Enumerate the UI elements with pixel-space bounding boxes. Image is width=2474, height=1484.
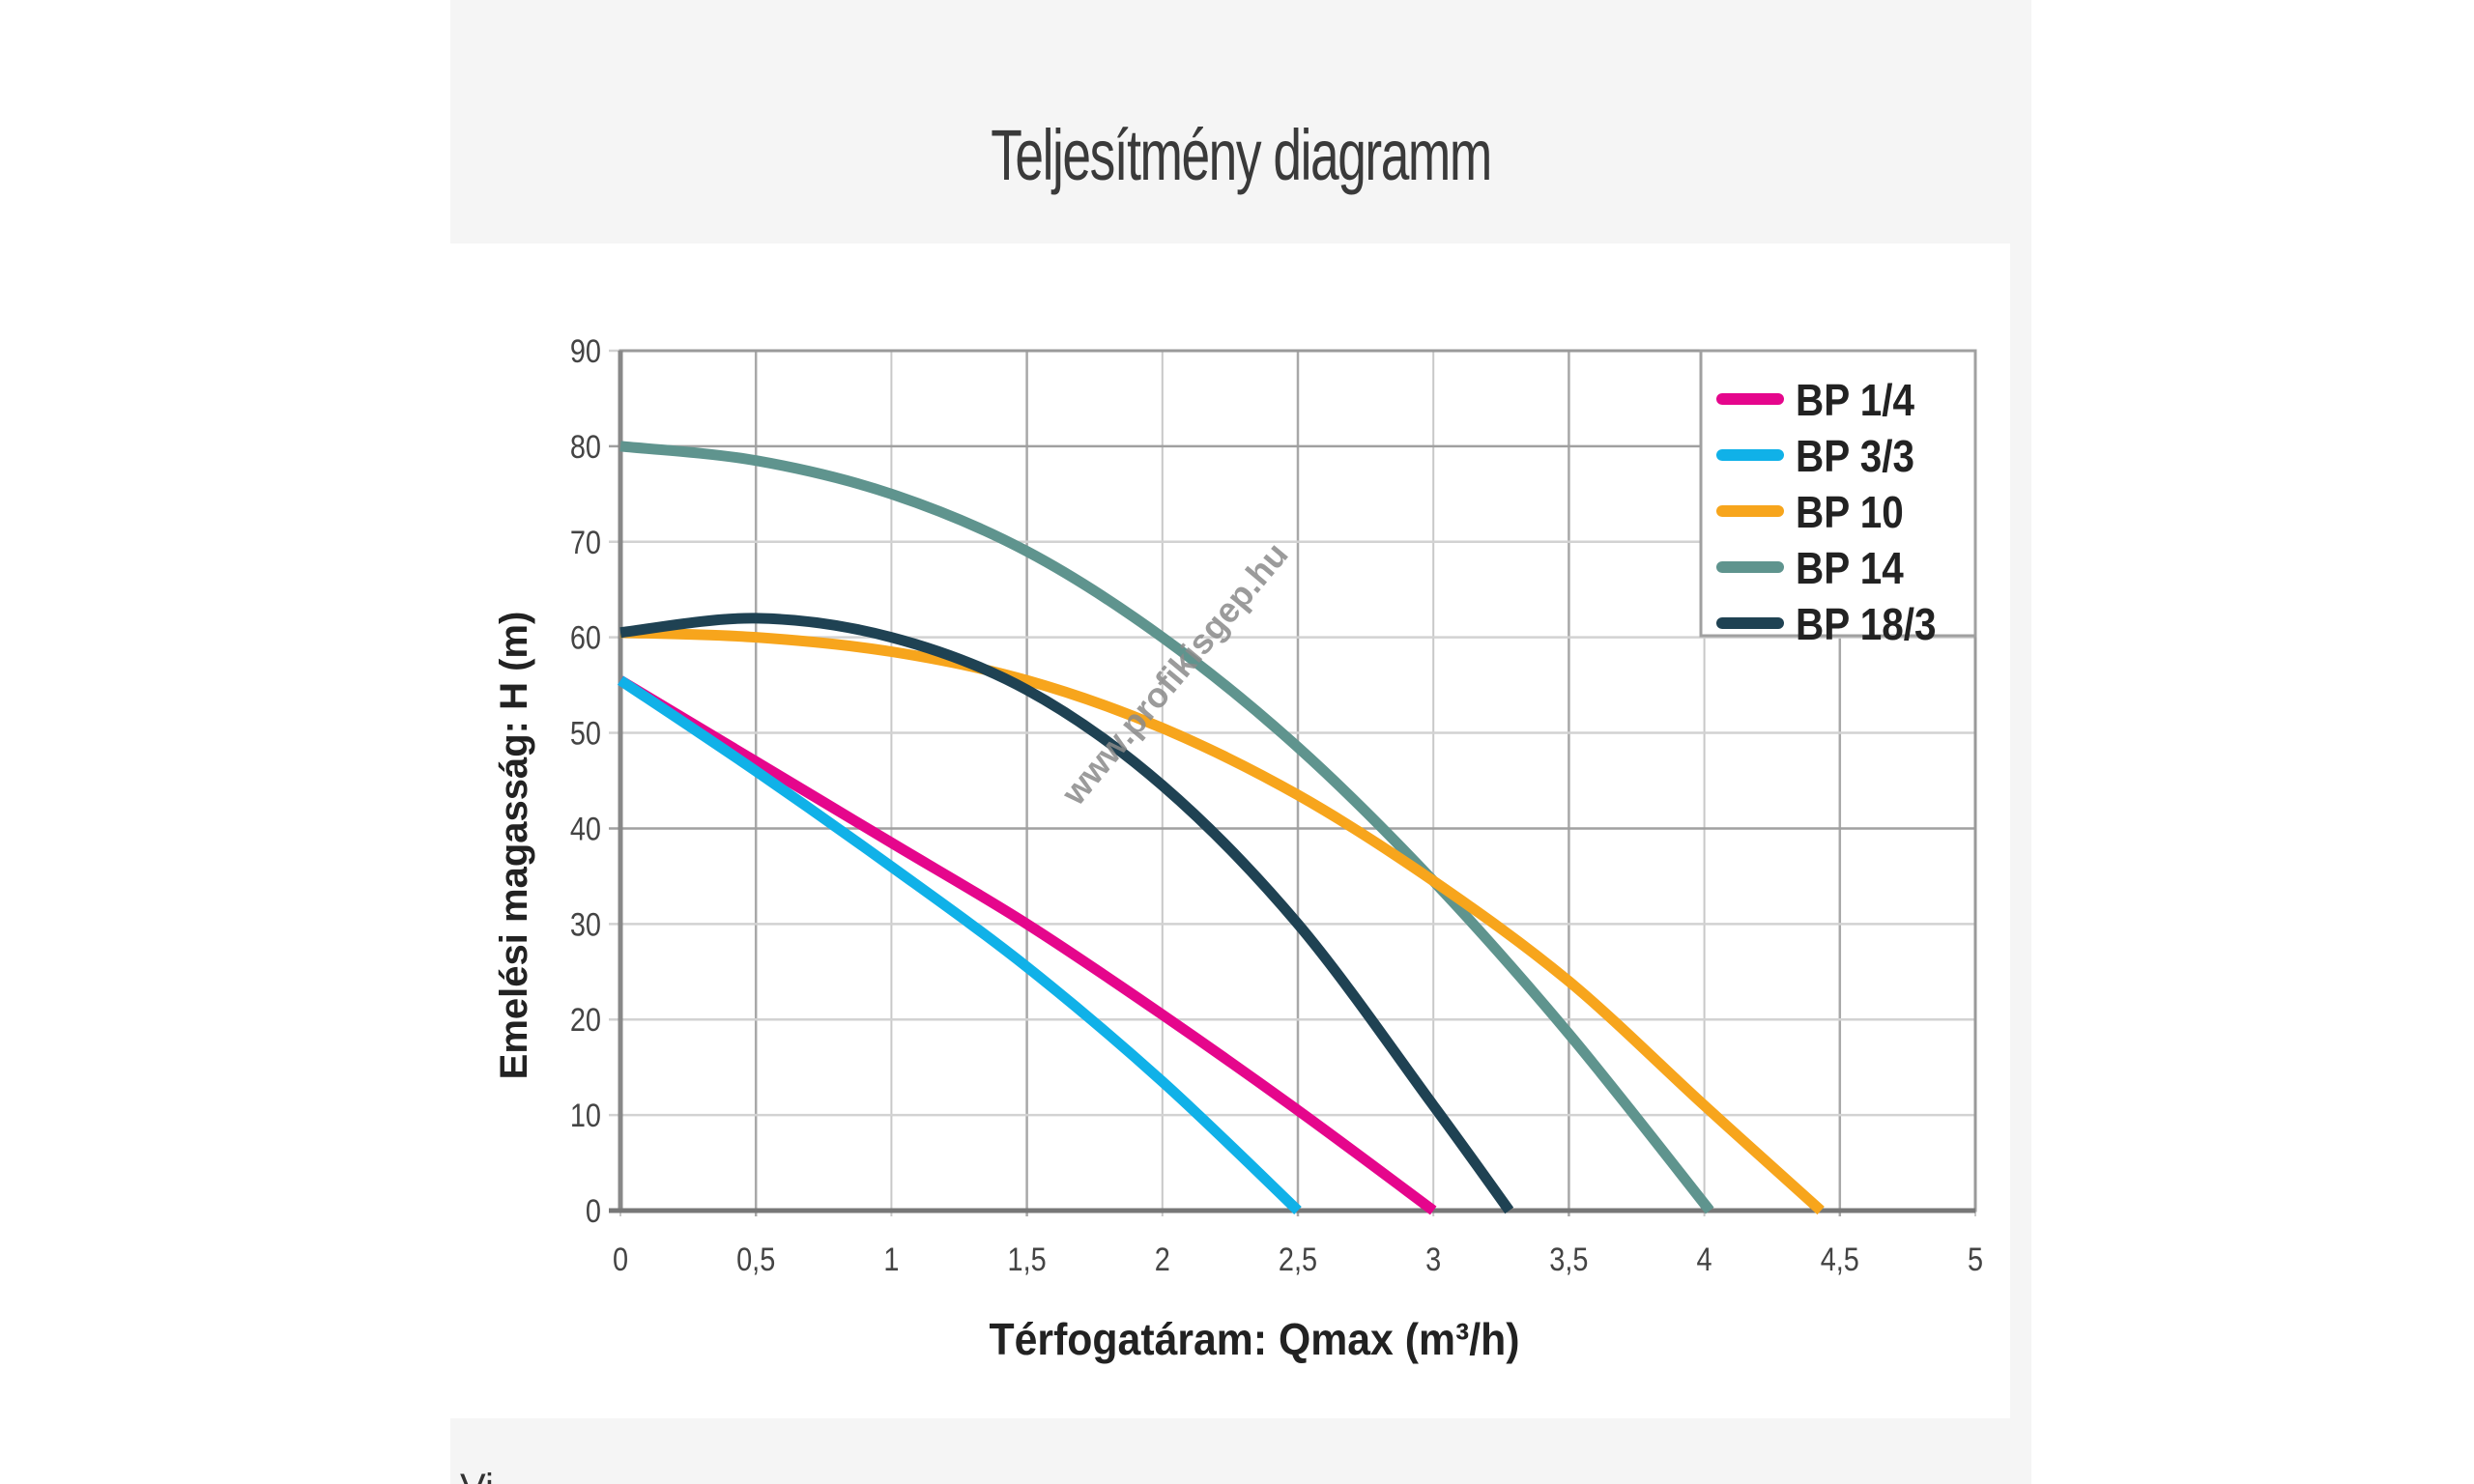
x-tick-label: 5 — [1968, 1241, 1983, 1278]
series-line-bp-10 — [619, 627, 1825, 1215]
y-tick-label: 30 — [570, 905, 601, 943]
x-tick-label: 4 — [1697, 1241, 1712, 1278]
y-tick-label: 0 — [586, 1192, 601, 1230]
y-tick-label: 90 — [570, 332, 601, 370]
legend-label: BP 1/4 — [1796, 377, 1914, 426]
x-tick-label: 0 — [613, 1241, 628, 1278]
series-line-bp-18-3 — [619, 613, 1514, 1214]
section-header-band — [450, 0, 2031, 243]
y-tick-label: 80 — [570, 428, 601, 466]
x-axis-label: Térfogatáram: Qmax (m³/h) — [990, 1316, 1520, 1365]
next-section-title-partial: Vi... — [460, 1469, 526, 1484]
x-tick-label: 3,5 — [1549, 1241, 1588, 1278]
legend-label: BP 14 — [1796, 545, 1904, 594]
series-line-bp-3-3 — [617, 675, 1302, 1214]
series-line-bp-14 — [619, 441, 1714, 1214]
y-tick-label: 20 — [570, 1001, 601, 1039]
legend-label: BP 18/3 — [1796, 601, 1936, 650]
series-line-bp-1-4 — [618, 675, 1437, 1215]
y-tick-label: 60 — [570, 618, 601, 656]
x-tick-label: 2,5 — [1279, 1241, 1317, 1278]
x-tick-label: 2 — [1155, 1241, 1170, 1278]
panel-edge — [2010, 243, 2031, 1418]
chart-series — [617, 441, 1825, 1215]
y-tick-label: 10 — [570, 1097, 601, 1134]
y-axis-label: Emelési magasság: H (m) — [493, 612, 535, 1080]
y-tick-label: 40 — [570, 810, 601, 847]
y-tick-label: 50 — [570, 714, 601, 752]
x-tick-label: 1,5 — [1008, 1241, 1047, 1278]
section-title: Teljesítmény diagramm — [991, 115, 1492, 195]
chart-legend: BP 1/4 BP 3/3 BP 10 BP 14 BP 18/3 — [1699, 349, 1977, 650]
x-tick-label: 1 — [883, 1241, 899, 1278]
legend-label: BP 10 — [1796, 489, 1904, 538]
x-tick-label: 3 — [1425, 1241, 1441, 1278]
legend-label: BP 3/3 — [1796, 433, 1914, 482]
next-section-band — [450, 1418, 2031, 1484]
x-tick-label: 4,5 — [1821, 1241, 1859, 1278]
x-tick-label: 0,5 — [736, 1241, 775, 1278]
y-tick-label: 70 — [570, 524, 601, 561]
